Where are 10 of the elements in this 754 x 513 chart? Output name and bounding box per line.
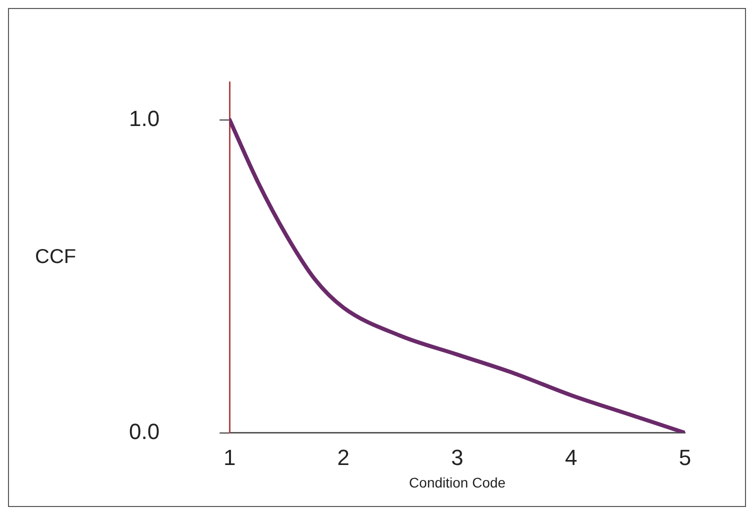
x-tick-label: 3 <box>451 445 464 470</box>
x-tick-label: 1 <box>223 445 236 470</box>
line-series <box>230 118 685 433</box>
y-tick-label: 1.0 <box>128 106 160 131</box>
y-tick-label: 0.0 <box>128 418 160 444</box>
x-tick-label: 2 <box>337 445 350 470</box>
x-axis-title: Condition Code <box>409 474 506 490</box>
x-tick-label: 5 <box>678 445 692 470</box>
y-axis-title: CCF <box>35 246 76 268</box>
x-tick-label: 4 <box>565 445 578 470</box>
